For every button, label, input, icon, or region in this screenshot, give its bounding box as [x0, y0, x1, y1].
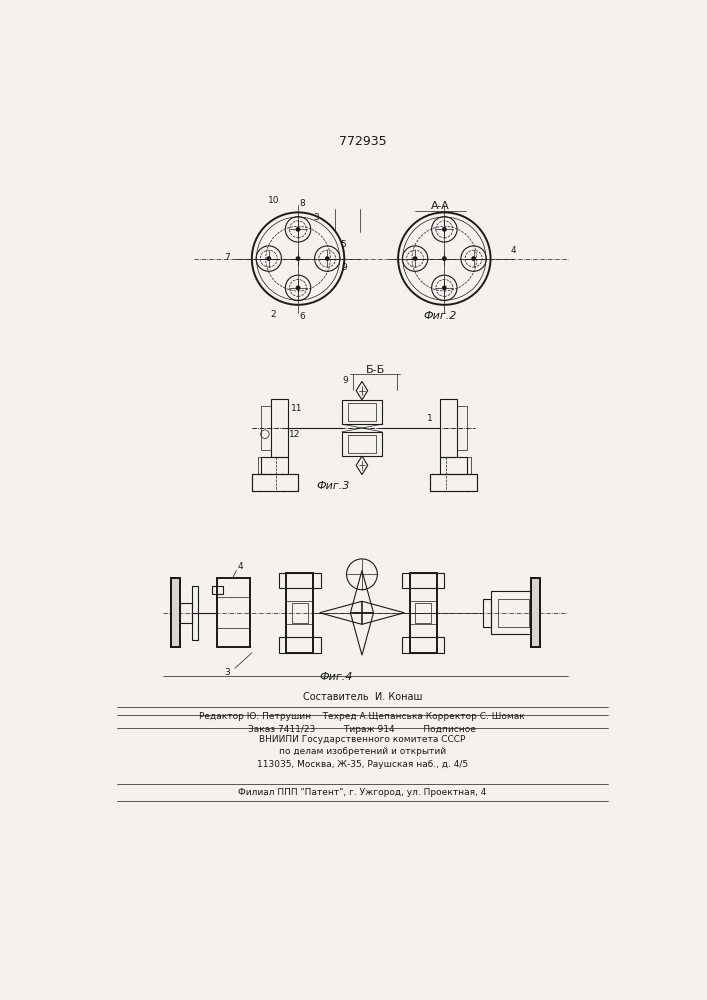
Circle shape: [326, 257, 329, 260]
Bar: [409, 573, 437, 653]
Text: 8: 8: [299, 199, 305, 208]
Circle shape: [443, 228, 446, 231]
Bar: [431, 474, 477, 491]
Text: 4: 4: [511, 246, 516, 255]
Text: 113035, Москва, Ж-35, Раушская наб., д. 4/5: 113035, Москва, Ж-35, Раушская наб., д. …: [257, 760, 468, 769]
Bar: [286, 573, 313, 653]
Bar: [402, 637, 444, 653]
Text: Б-Б: Б-Б: [366, 365, 385, 375]
Bar: [217, 578, 250, 647]
Bar: [279, 573, 321, 588]
Text: 3: 3: [224, 668, 230, 677]
Text: 6: 6: [299, 312, 305, 321]
Bar: [457, 406, 467, 450]
Text: Заказ 7411/23          Тираж 914          Подписное: Заказ 7411/23 Тираж 914 Подписное: [248, 725, 477, 734]
Bar: [530, 578, 540, 647]
Text: 12: 12: [289, 430, 300, 439]
Bar: [348, 403, 376, 421]
Text: Фиг.3: Фиг.3: [316, 481, 349, 491]
Circle shape: [296, 286, 300, 290]
Text: Филиал ППП "Патент", г. Ужгород, ул. Проектная, 4: Филиал ППП "Патент", г. Ужгород, ул. Про…: [238, 788, 486, 797]
Bar: [440, 457, 467, 474]
Bar: [192, 586, 198, 640]
Circle shape: [267, 257, 271, 260]
Bar: [530, 578, 540, 647]
Text: 772935: 772935: [339, 135, 386, 148]
Bar: [348, 435, 376, 453]
Bar: [261, 457, 288, 474]
Circle shape: [296, 228, 300, 231]
Circle shape: [472, 257, 475, 260]
Bar: [402, 573, 444, 588]
Bar: [292, 603, 308, 623]
Text: Фиг.4: Фиг.4: [320, 672, 354, 682]
Bar: [271, 399, 288, 457]
Circle shape: [443, 286, 446, 290]
Text: ВНИИПИ Государственного комитета СССР: ВНИИПИ Государственного комитета СССР: [259, 735, 465, 744]
Text: A-A: A-A: [431, 201, 450, 211]
Bar: [212, 586, 223, 594]
Bar: [171, 578, 180, 647]
Text: Редактор Ю. Петрушин    Техред А.Щепанська Корректор С. Шомак: Редактор Ю. Петрушин Техред А.Щепанська …: [199, 712, 525, 721]
Bar: [261, 406, 271, 450]
Bar: [483, 599, 491, 627]
Text: 3: 3: [313, 213, 319, 222]
Bar: [498, 599, 529, 627]
Bar: [180, 603, 192, 623]
Text: Составитель  И. Конаш: Составитель И. Конаш: [303, 692, 422, 702]
Text: 1: 1: [427, 414, 433, 423]
Bar: [252, 474, 298, 491]
Bar: [342, 432, 382, 456]
Text: 10: 10: [268, 196, 279, 205]
Text: 11: 11: [291, 404, 303, 413]
Text: 5: 5: [340, 240, 346, 249]
Circle shape: [414, 257, 417, 260]
Bar: [279, 637, 321, 653]
Bar: [342, 400, 382, 424]
Bar: [431, 474, 477, 491]
Text: 7: 7: [224, 253, 230, 262]
Bar: [440, 399, 457, 457]
Text: по делам изобретений и открытий: по делам изобретений и открытий: [279, 747, 446, 756]
Bar: [415, 603, 431, 623]
Circle shape: [296, 257, 300, 260]
Bar: [171, 578, 180, 647]
Text: 9: 9: [341, 263, 347, 272]
Text: Фиг.2: Фиг.2: [423, 311, 457, 321]
Text: 2: 2: [271, 310, 276, 319]
Bar: [252, 474, 298, 491]
Bar: [491, 591, 537, 634]
Text: 9: 9: [342, 376, 348, 385]
Text: 4: 4: [238, 562, 243, 571]
Circle shape: [443, 257, 446, 260]
